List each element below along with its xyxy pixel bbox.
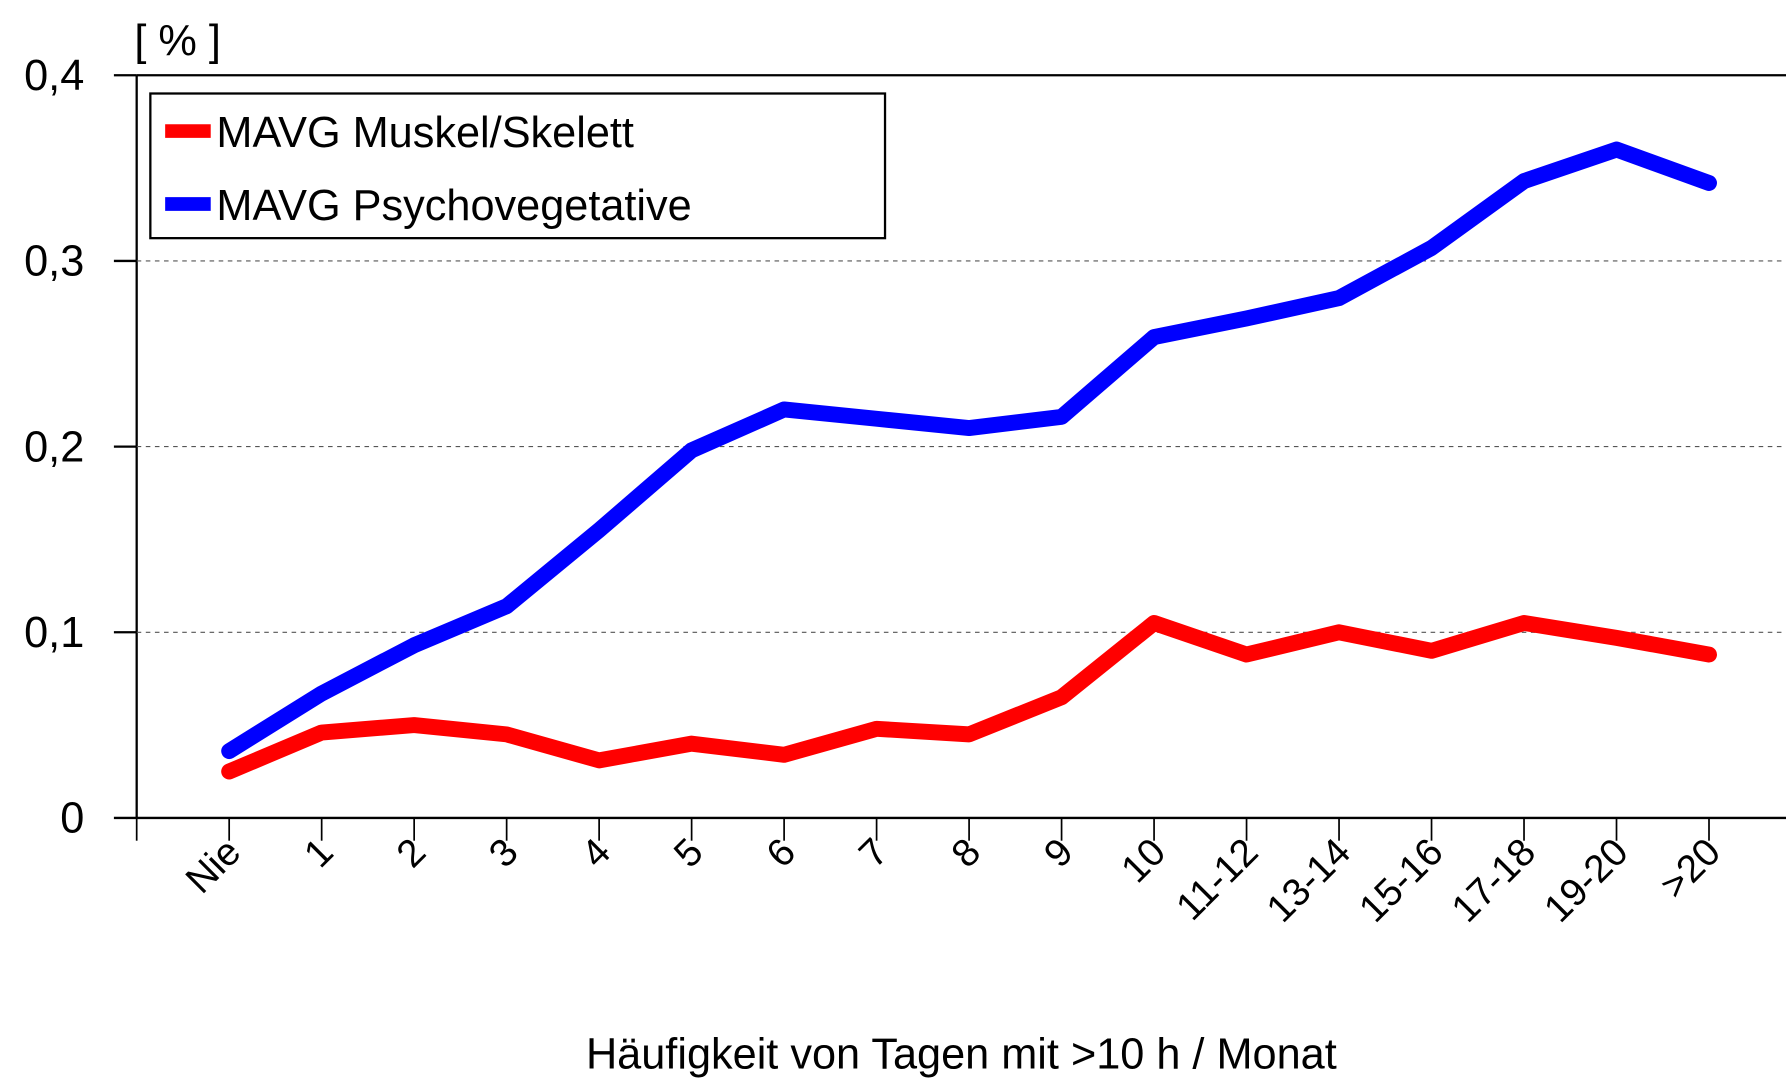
legend-box [149,92,887,240]
legend-label: MAVG Psychovegetative [216,182,691,230]
y-tick-label: 0,2 [24,423,84,471]
x-tick-label: 9 [1036,830,1082,876]
x-tick-label: 2 [389,830,435,876]
series-line [221,615,1717,780]
x-tick-label: 7 [851,830,897,876]
x-tick-label: 10 [1113,830,1174,891]
x-axis-label: Häufigkeit von Tagen mit >10 h / Monat [586,1031,1337,1079]
grid [136,260,1786,633]
x-tick-label: 11-12 [1168,830,1266,928]
y-axis-label: [ % ] [134,17,221,65]
y-tick-label: 0 [60,795,84,843]
x-tick-label: 5 [666,830,712,876]
x-tick-label: 4 [574,830,620,876]
x-tick-label: Nie [178,830,249,901]
x-tick-label: 15-16 [1351,830,1451,930]
y-tick-label: 0,4 [24,52,84,100]
y-tick-label: 0,1 [24,609,84,657]
x-tick-label: 19-20 [1536,830,1636,930]
x-tick-label: >20 [1652,830,1729,907]
x-tick-label: 17-18 [1444,830,1544,930]
x-tick-label: 6 [758,830,804,876]
x-tick-label: 8 [943,830,989,876]
y-tick-label: 0,3 [24,238,84,286]
x-tick-label: 3 [481,830,527,876]
series-line [221,141,1717,760]
x-tick-label: 13-14 [1259,830,1359,930]
x-tick-label: 1 [296,830,342,876]
legend-label: MAVG Muskel/Skelett [216,109,634,157]
